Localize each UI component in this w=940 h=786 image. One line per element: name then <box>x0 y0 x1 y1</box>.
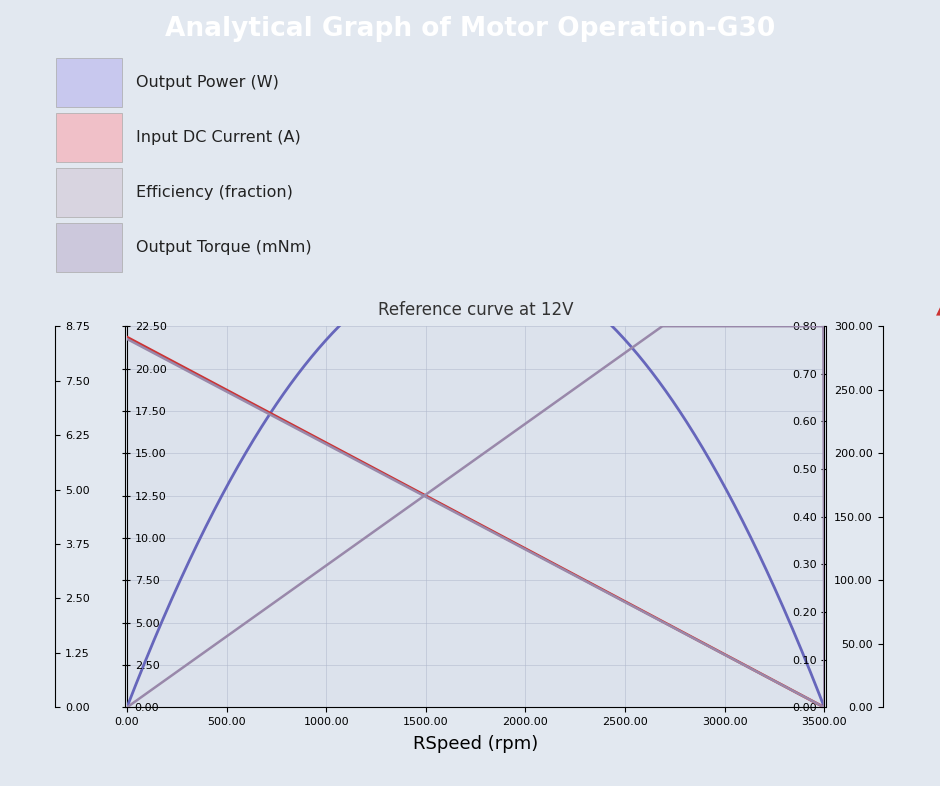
Text: ▲: ▲ <box>936 303 940 317</box>
Text: Output Torque (mNm): Output Torque (mNm) <box>136 240 312 255</box>
X-axis label: RSpeed (rpm): RSpeed (rpm) <box>413 736 539 754</box>
Text: Analytical Graph of Motor Operation-G30: Analytical Graph of Motor Operation-G30 <box>164 17 775 42</box>
Text: Efficiency (fraction): Efficiency (fraction) <box>136 185 293 200</box>
Text: Reference curve at 12V: Reference curve at 12V <box>378 301 573 318</box>
Text: Output Power (W): Output Power (W) <box>136 75 279 90</box>
Text: Input DC Current (A): Input DC Current (A) <box>136 130 301 145</box>
